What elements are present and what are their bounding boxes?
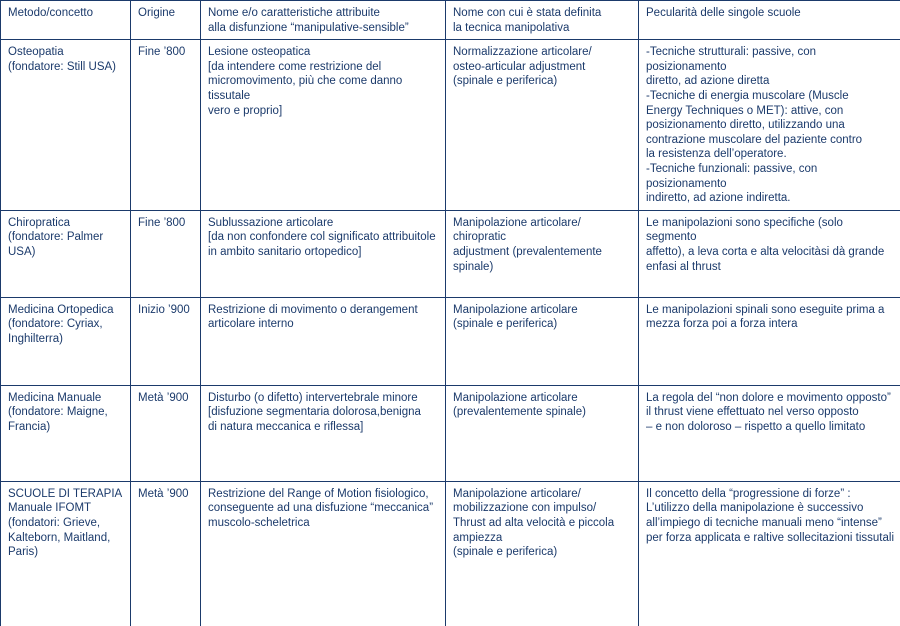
column-header-metodo: Metodo/concetto <box>1 1 131 40</box>
table-header: Metodo/concetto Origine Nome e/o caratte… <box>1 1 900 40</box>
cell-origin: Metà ’900 <box>131 385 201 481</box>
column-header-nome-disfunzione: Nome e/o caratteristiche attribuite alla… <box>201 1 446 40</box>
table-row: Chiropratica (fondatore: Palmer USA) Fin… <box>1 210 900 297</box>
cell-method: Osteopatia (fondatore: Still USA) <box>1 40 131 211</box>
cell-method: Chiropratica (fondatore: Palmer USA) <box>1 210 131 297</box>
cell-origin: Fine ’800 <box>131 40 201 211</box>
column-header-nome-tecnica: Nome con cui è stata definita la tecnica… <box>446 1 639 40</box>
cell-peculiarity: Il concetto della “progressione di forze… <box>639 481 900 626</box>
cell-method: Medicina Ortopedica (fondatore: Cyriax, … <box>1 297 131 385</box>
cell-origin: Fine ’800 <box>131 210 201 297</box>
cell-method: Medicina Manuale (fondatore: Maigne, Fra… <box>1 385 131 481</box>
cell-name: Sublussazione articolare [da non confond… <box>201 210 446 297</box>
table-header-row: Metodo/concetto Origine Nome e/o caratte… <box>1 1 900 40</box>
cell-name: Restrizione del Range of Motion fisiolog… <box>201 481 446 626</box>
cell-name: Restrizione di movimento o derangement a… <box>201 297 446 385</box>
cell-origin: Metà ’900 <box>131 481 201 626</box>
cell-peculiarity: La regola del “non dolore e movimento op… <box>639 385 900 481</box>
table-row: Medicina Manuale (fondatore: Maigne, Fra… <box>1 385 900 481</box>
comparison-table-container: Metodo/concetto Origine Nome e/o caratte… <box>0 0 900 548</box>
cell-peculiarity: -Tecniche strutturali: passive, con posi… <box>639 40 900 211</box>
cell-peculiarity: Le manipolazioni spinali sono eseguite p… <box>639 297 900 385</box>
table-row: Osteopatia (fondatore: Still USA) Fine ’… <box>1 40 900 211</box>
table-row: SCUOLE DI TERAPIA Manuale IFOMT (fondato… <box>1 481 900 626</box>
cell-name: Lesione osteopatica [da intendere come r… <box>201 40 446 211</box>
cell-method: SCUOLE DI TERAPIA Manuale IFOMT (fondato… <box>1 481 131 626</box>
table-body: Osteopatia (fondatore: Still USA) Fine ’… <box>1 40 900 626</box>
cell-technique: Manipolazione articolare (prevalentement… <box>446 385 639 481</box>
cell-technique: Manipolazione articolare (spinale e peri… <box>446 297 639 385</box>
cell-technique: Manipolazione articolare/ mobilizzazione… <box>446 481 639 626</box>
cell-technique: Manipolazione articolare/ chiropratic ad… <box>446 210 639 297</box>
table-row: Medicina Ortopedica (fondatore: Cyriax, … <box>1 297 900 385</box>
column-header-pecularita: Pecularità delle singole scuole <box>639 1 900 40</box>
cell-technique: Normalizzazione articolare/ osteo-articu… <box>446 40 639 211</box>
cell-origin: Inizio ’900 <box>131 297 201 385</box>
cell-peculiarity: Le manipolazioni sono specifiche (solo s… <box>639 210 900 297</box>
column-header-origine: Origine <box>131 1 201 40</box>
cell-name: Disturbo (o difetto) intervertebrale min… <box>201 385 446 481</box>
